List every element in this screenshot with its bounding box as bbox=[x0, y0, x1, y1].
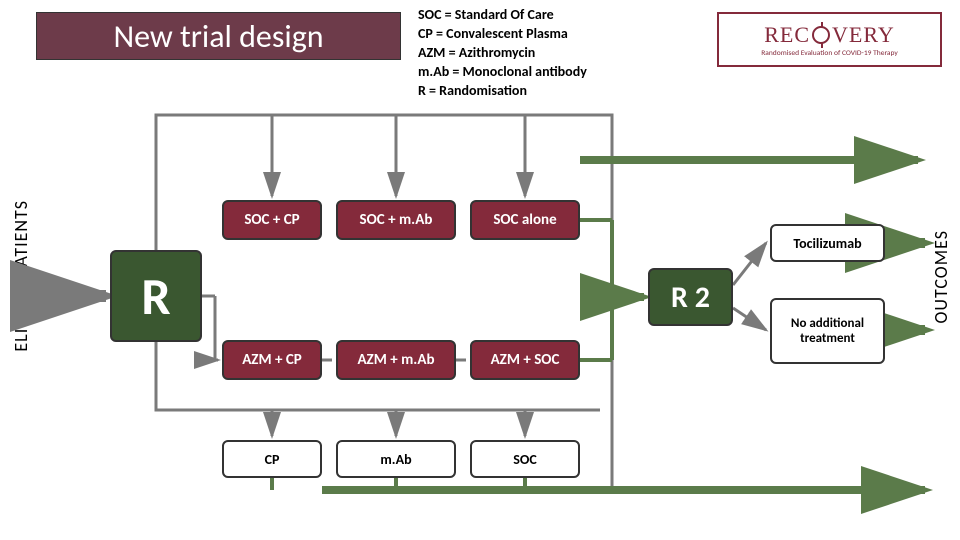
legend-line: m.Ab = Monoclonal antibody bbox=[418, 63, 587, 82]
arm-azm-mab: AZM + m.Ab bbox=[336, 340, 456, 380]
virus-icon bbox=[812, 26, 830, 44]
arm-soc-mab: SOC + m.Ab bbox=[336, 200, 456, 240]
out-no-additional: No additional treatment bbox=[770, 298, 885, 364]
arm-soc-cp: SOC + CP bbox=[222, 200, 322, 240]
eligible-patients-label: ELIGIBLE PATIENTS bbox=[10, 200, 32, 352]
out-tocilizumab: Tocilizumab bbox=[770, 224, 885, 262]
randomisation-r2: R 2 bbox=[648, 268, 733, 326]
title-bar: New trial design bbox=[36, 12, 401, 60]
arm-soc-alone: SOC alone bbox=[470, 200, 580, 240]
outcomes-label: OUTCOMES bbox=[930, 230, 952, 324]
arm-cp: CP bbox=[222, 440, 322, 478]
logo-text-post: VERY bbox=[832, 22, 895, 48]
logo-text-pre: REC bbox=[764, 22, 810, 48]
randomisation-r: R bbox=[110, 250, 202, 342]
legend-line: R = Randomisation bbox=[418, 82, 587, 101]
legend-line: SOC = Standard Of Care bbox=[418, 6, 587, 25]
legend-line: CP = Convalescent Plasma bbox=[418, 25, 587, 44]
legend-box: SOC = Standard Of Care CP = Convalescent… bbox=[418, 6, 587, 100]
arm-mab: m.Ab bbox=[336, 440, 456, 478]
recovery-logo: REC VERY Randomised Evaluation of COVID-… bbox=[717, 12, 942, 67]
logo-sub: Randomised Evaluation of COVID-19 Therap… bbox=[761, 49, 898, 58]
arm-soc: SOC bbox=[470, 440, 580, 478]
title-text: New trial design bbox=[113, 17, 323, 56]
legend-line: AZM = Azithromycin bbox=[418, 44, 587, 63]
arm-azm-soc: AZM + SOC bbox=[470, 340, 580, 380]
arm-azm-cp: AZM + CP bbox=[222, 340, 322, 380]
